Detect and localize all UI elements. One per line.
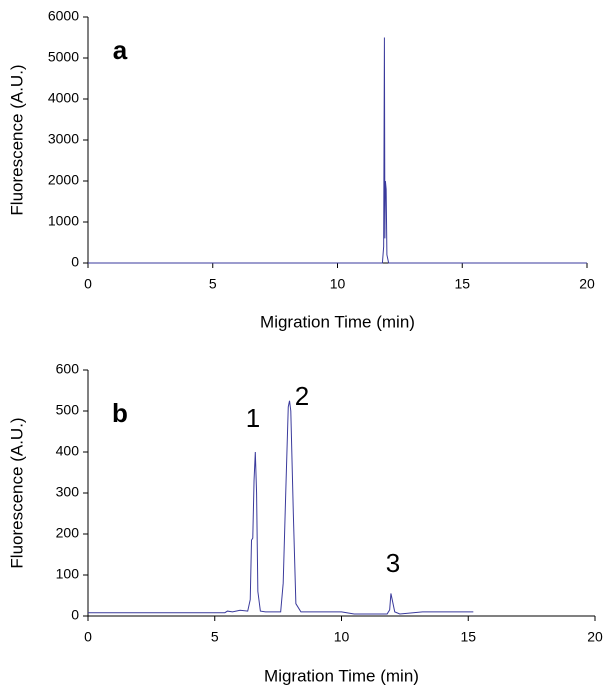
y-tick-label: 0 bbox=[71, 254, 79, 270]
y-tick-label: 0 bbox=[71, 607, 79, 623]
x-tick-label: 20 bbox=[579, 276, 595, 292]
y-axis-title: Fluorescence (A.U.) bbox=[7, 417, 26, 568]
x-axis-title: Migration Time (min) bbox=[260, 312, 415, 331]
x-tick-label: 20 bbox=[587, 629, 603, 645]
y-tick-label: 600 bbox=[56, 361, 80, 377]
y-tick-label: 3000 bbox=[48, 131, 79, 147]
x-tick-label: 0 bbox=[84, 276, 92, 292]
y-tick-label: 1000 bbox=[48, 213, 79, 229]
y-tick-label: 400 bbox=[56, 443, 80, 459]
panel-label: b bbox=[112, 398, 128, 428]
y-tick-label: 2000 bbox=[48, 172, 79, 188]
y-axis-title: Fluorescence (A.U.) bbox=[7, 64, 26, 215]
peak-label: 3 bbox=[386, 548, 400, 578]
y-tick-label: 100 bbox=[56, 566, 80, 582]
x-axis-title: Migration Time (min) bbox=[264, 666, 419, 685]
x-tick-label: 10 bbox=[334, 629, 350, 645]
data-line bbox=[88, 400, 474, 615]
x-tick-label: 15 bbox=[460, 629, 476, 645]
peak-label: 2 bbox=[295, 381, 309, 411]
y-tick-label: 5000 bbox=[48, 49, 79, 65]
x-tick-label: 5 bbox=[209, 276, 217, 292]
y-tick-label: 4000 bbox=[48, 90, 79, 106]
y-tick-label: 6000 bbox=[48, 8, 79, 24]
panel-label: a bbox=[113, 35, 128, 65]
y-tick-label: 200 bbox=[56, 525, 80, 541]
peak-label: 1 bbox=[246, 403, 260, 433]
y-tick-label: 300 bbox=[56, 484, 80, 500]
y-tick-label: 500 bbox=[56, 402, 80, 418]
x-tick-label: 5 bbox=[211, 629, 219, 645]
x-tick-label: 0 bbox=[84, 629, 92, 645]
data-line bbox=[88, 37, 587, 264]
x-tick-label: 15 bbox=[454, 276, 470, 292]
x-tick-label: 10 bbox=[330, 276, 346, 292]
